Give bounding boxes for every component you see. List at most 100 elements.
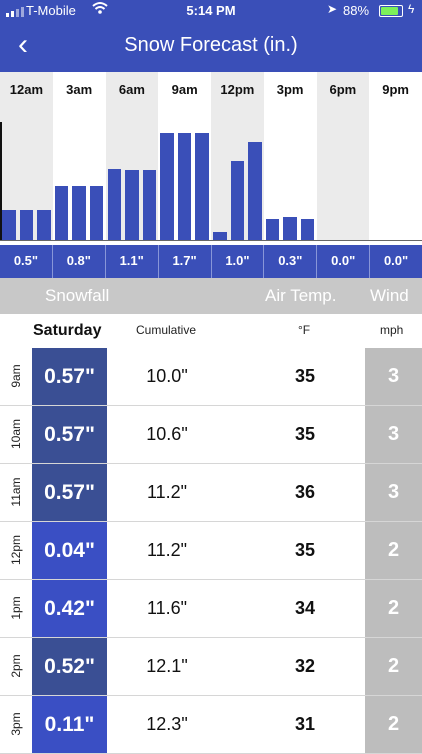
hour-label: 3pm xyxy=(276,82,304,97)
hour-label: 6pm xyxy=(329,82,357,97)
row-wind: 2 xyxy=(365,580,422,637)
status-time: 5:14 PM xyxy=(186,3,236,18)
location-arrow-icon: ➤ xyxy=(327,2,338,16)
hour-band xyxy=(369,72,422,241)
row-wind: 3 xyxy=(365,464,422,521)
period-total: 0.3" xyxy=(263,245,316,278)
row-snowfall: 0.57" xyxy=(32,348,107,405)
row-time-label: 3pm xyxy=(9,712,23,736)
hour-band xyxy=(316,72,370,241)
row-cumulative: 11.2" xyxy=(146,482,188,502)
row-temp: 35 xyxy=(294,540,316,560)
table-header: Snowfall Air Temp. Wind xyxy=(0,278,422,314)
hour-label: 12am xyxy=(9,82,43,97)
table-row: 1pm 0.42" 11.6" 34 2 xyxy=(0,580,422,638)
period-total: 1.0" xyxy=(210,245,264,278)
row-temp: 31 xyxy=(294,714,316,734)
chart-bar xyxy=(37,209,51,240)
carrier-name: T-Mobile xyxy=(26,3,76,18)
row-time-label: 10am xyxy=(9,418,23,450)
hour-label: 9am xyxy=(171,82,198,97)
chart-bar xyxy=(89,185,104,240)
page-title: Snow Forecast (in.) xyxy=(124,34,298,56)
row-wind: 3 xyxy=(365,348,422,405)
row-snowfall: 0.57" xyxy=(32,406,107,463)
row-time-label: 2pm xyxy=(9,654,23,678)
snow-chart: 12am 3am 6am 9am 12pm 3pm 6pm 9pm xyxy=(0,72,422,250)
row-time: 10am xyxy=(0,406,32,463)
period-total: 0.5" xyxy=(13,253,39,268)
chart-bar xyxy=(248,142,262,240)
row-temp: 32 xyxy=(294,656,316,676)
row-snowfall: 0.11" xyxy=(32,696,107,753)
row-cumulative: 10.0" xyxy=(146,366,188,386)
chart-bars xyxy=(0,72,422,241)
row-snowfall: 0.42" xyxy=(32,580,107,637)
table-row: 11am 0.57" 11.2" 36 3 xyxy=(0,464,422,522)
chart-bar xyxy=(265,219,280,240)
wind-unit-label: mph xyxy=(380,323,404,337)
hour-band xyxy=(263,72,317,241)
period-total: 1.7" xyxy=(157,245,211,278)
row-temp: 36 xyxy=(294,482,316,502)
temp-unit-label: °F xyxy=(298,323,311,337)
row-snowfall: 0.04" xyxy=(32,522,107,579)
lightning-bolt-icon: ϟ xyxy=(408,2,415,16)
table-row: 12pm 0.04" 11.2" 35 2 xyxy=(0,522,422,580)
row-temp: 35 xyxy=(294,366,316,386)
period-total: 0.8" xyxy=(51,245,105,278)
row-time: 3pm xyxy=(0,696,32,753)
row-snowfall: 0.52" xyxy=(32,638,107,695)
hour-label: 3am xyxy=(66,82,93,97)
cumulative-label: Cumulative xyxy=(136,323,197,337)
air-temp-header: Air Temp. xyxy=(265,286,337,305)
row-cumulative: 11.6" xyxy=(146,598,188,618)
row-time: 9am xyxy=(0,348,32,405)
row-cumulative: 12.1" xyxy=(146,656,188,676)
chart-bar xyxy=(19,209,34,240)
y-axis-line xyxy=(0,122,2,241)
chart-bar xyxy=(72,185,86,240)
wind-header: Wind xyxy=(370,286,409,305)
chart-bar xyxy=(2,209,16,240)
table-row: 9am 0.57" 10.0" 35 3 xyxy=(0,348,422,406)
table-row: 3pm 0.11" 12.3" 31 2 xyxy=(0,696,422,754)
row-time-label: 1pm xyxy=(9,596,23,620)
chevron-left-icon: ‹ xyxy=(18,28,28,61)
nav-bar: ‹ Snow Forecast (in.) xyxy=(0,22,422,72)
row-time-label: 12pm xyxy=(9,534,23,566)
chart-bar xyxy=(283,217,297,240)
back-button[interactable]: ‹ xyxy=(8,28,38,62)
period-totals-bar: 0.5" 0.8" 1.1" 1.7" 1.0" 0.3" 0.0" 0.0" xyxy=(0,245,422,278)
x-axis-baseline xyxy=(0,240,422,241)
status-bar: T-Mobile 5:14 PM ➤ 88% ϟ xyxy=(0,0,422,22)
row-time-label: 9am xyxy=(9,364,23,388)
row-snowfall: 0.57" xyxy=(32,464,107,521)
row-time: 11am xyxy=(0,464,32,521)
chart-bar xyxy=(300,219,315,240)
chart-bar xyxy=(125,170,139,240)
chart-bar xyxy=(54,185,69,240)
chart-bar xyxy=(160,132,174,240)
chart-bar xyxy=(142,170,157,240)
hour-label: 6am xyxy=(118,82,145,97)
row-wind: 2 xyxy=(365,696,422,753)
row-temp: 34 xyxy=(294,598,316,618)
row-wind: 2 xyxy=(365,638,422,695)
chart-bar xyxy=(177,132,192,240)
table-subheader: Saturday Cumulative °F mph xyxy=(0,314,422,348)
row-wind: 3 xyxy=(365,406,422,463)
day-label: Saturday xyxy=(33,322,102,339)
wifi-icon xyxy=(92,1,108,18)
row-time: 2pm xyxy=(0,638,32,695)
chart-bar xyxy=(230,161,245,240)
period-total: 0.0" xyxy=(316,245,369,278)
hour-label: 12pm xyxy=(220,82,255,97)
row-time: 12pm xyxy=(0,522,32,579)
battery-icon xyxy=(379,5,403,17)
row-cumulative: 12.3" xyxy=(146,714,188,734)
chart-bar xyxy=(107,168,122,240)
table-row: 2pm 0.52" 12.1" 32 2 xyxy=(0,638,422,696)
period-total: 0.0" xyxy=(369,245,422,278)
row-time-label: 11am xyxy=(9,477,23,507)
